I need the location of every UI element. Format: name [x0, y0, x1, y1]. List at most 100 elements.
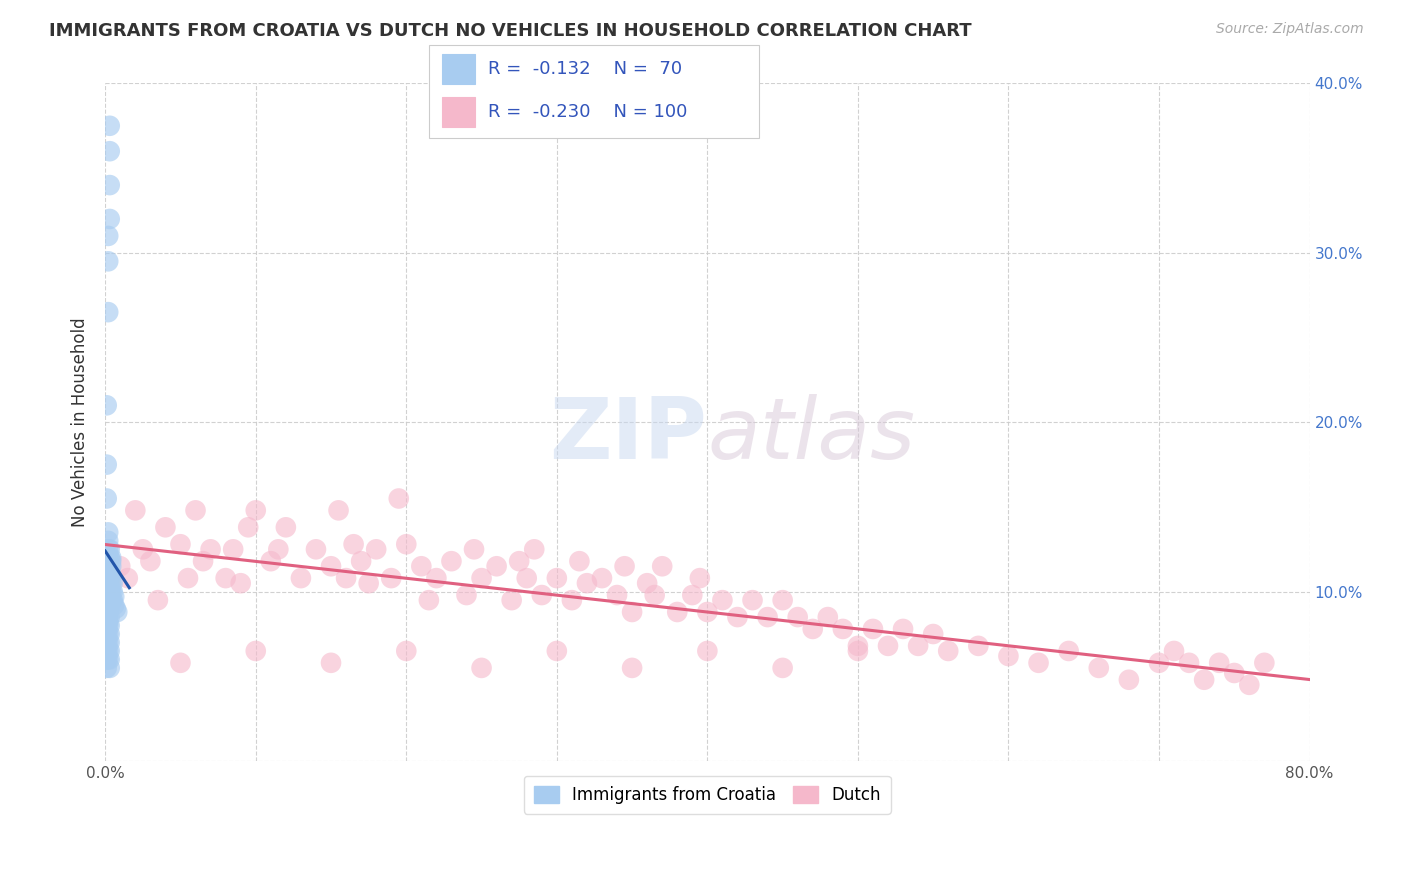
Point — [97, 550, 120, 565]
Legend: Immigrants from Croatia, Dutch: Immigrants from Croatia, Dutch — [524, 775, 891, 814]
Point — [97, 554, 120, 568]
Point — [105, 605, 128, 619]
Point — [98, 145, 121, 159]
Point — [395, 537, 418, 551]
Point — [214, 571, 236, 585]
Point — [1118, 673, 1140, 687]
Point — [98, 584, 121, 599]
Point — [1239, 678, 1261, 692]
Point — [98, 635, 121, 649]
Point — [1057, 644, 1080, 658]
Point — [711, 593, 734, 607]
Point — [418, 593, 440, 607]
Point — [395, 644, 418, 658]
Text: atlas: atlas — [707, 394, 915, 477]
Point — [155, 520, 177, 534]
Point — [696, 605, 718, 619]
Point — [305, 542, 328, 557]
Point — [97, 584, 120, 599]
Point — [967, 639, 990, 653]
Point — [1192, 673, 1215, 687]
Point — [100, 559, 122, 574]
Point — [891, 622, 914, 636]
Point — [229, 576, 252, 591]
Point — [98, 610, 121, 624]
Point — [907, 639, 929, 653]
Point — [319, 559, 342, 574]
Point — [636, 576, 658, 591]
Point — [98, 576, 121, 591]
Point — [380, 571, 402, 585]
Point — [117, 571, 139, 585]
Point — [98, 618, 121, 632]
Point — [1147, 656, 1170, 670]
Point — [101, 593, 124, 607]
Point — [319, 656, 342, 670]
Point — [1253, 656, 1275, 670]
Point — [98, 571, 121, 585]
Point — [222, 542, 245, 557]
Point — [96, 661, 118, 675]
Point — [575, 576, 598, 591]
Point — [471, 571, 494, 585]
Point — [96, 618, 118, 632]
Point — [267, 542, 290, 557]
Point — [97, 605, 120, 619]
Point — [97, 615, 120, 629]
Point — [1178, 656, 1201, 670]
Point — [98, 178, 121, 192]
Point — [1163, 644, 1185, 658]
Point — [801, 622, 824, 636]
Point — [335, 571, 357, 585]
Y-axis label: No Vehicles in Household: No Vehicles in Household — [72, 318, 89, 527]
Point — [922, 627, 945, 641]
Point — [621, 661, 644, 675]
Text: IMMIGRANTS FROM CROATIA VS DUTCH NO VEHICLES IN HOUSEHOLD CORRELATION CHART: IMMIGRANTS FROM CROATIA VS DUTCH NO VEHI… — [49, 22, 972, 40]
Point — [96, 627, 118, 641]
Point — [97, 652, 120, 666]
Point — [169, 537, 191, 551]
Point — [97, 593, 120, 607]
Point — [485, 559, 508, 574]
Point — [103, 590, 125, 604]
Point — [591, 571, 613, 585]
Point — [1028, 656, 1050, 670]
Point — [997, 648, 1019, 663]
Point — [546, 571, 568, 585]
Point — [100, 576, 122, 591]
Point — [689, 571, 711, 585]
Point — [100, 593, 122, 607]
Point — [1223, 665, 1246, 680]
Point — [103, 598, 125, 612]
Point — [741, 593, 763, 607]
Point — [96, 584, 118, 599]
Point — [1087, 661, 1109, 675]
Point — [110, 559, 132, 574]
Text: Source: ZipAtlas.com: Source: ZipAtlas.com — [1216, 22, 1364, 37]
Point — [98, 661, 121, 675]
Point — [97, 635, 120, 649]
Point — [621, 605, 644, 619]
Text: ZIP: ZIP — [550, 394, 707, 477]
Text: R =  -0.230    N = 100: R = -0.230 N = 100 — [488, 103, 688, 121]
Point — [666, 605, 689, 619]
Point — [169, 656, 191, 670]
Point — [96, 593, 118, 607]
Point — [696, 644, 718, 658]
Point — [97, 542, 120, 557]
Point — [98, 567, 121, 582]
Point — [877, 639, 900, 653]
Point — [357, 576, 380, 591]
Point — [388, 491, 411, 506]
Point — [98, 601, 121, 615]
Point — [366, 542, 388, 557]
Point — [350, 554, 373, 568]
Point — [100, 550, 122, 565]
Text: R =  -0.132    N =  70: R = -0.132 N = 70 — [488, 60, 682, 78]
Point — [96, 398, 118, 412]
Point — [644, 588, 666, 602]
Point — [96, 610, 118, 624]
Point — [97, 305, 120, 319]
Bar — [441, 97, 475, 127]
Point — [97, 618, 120, 632]
